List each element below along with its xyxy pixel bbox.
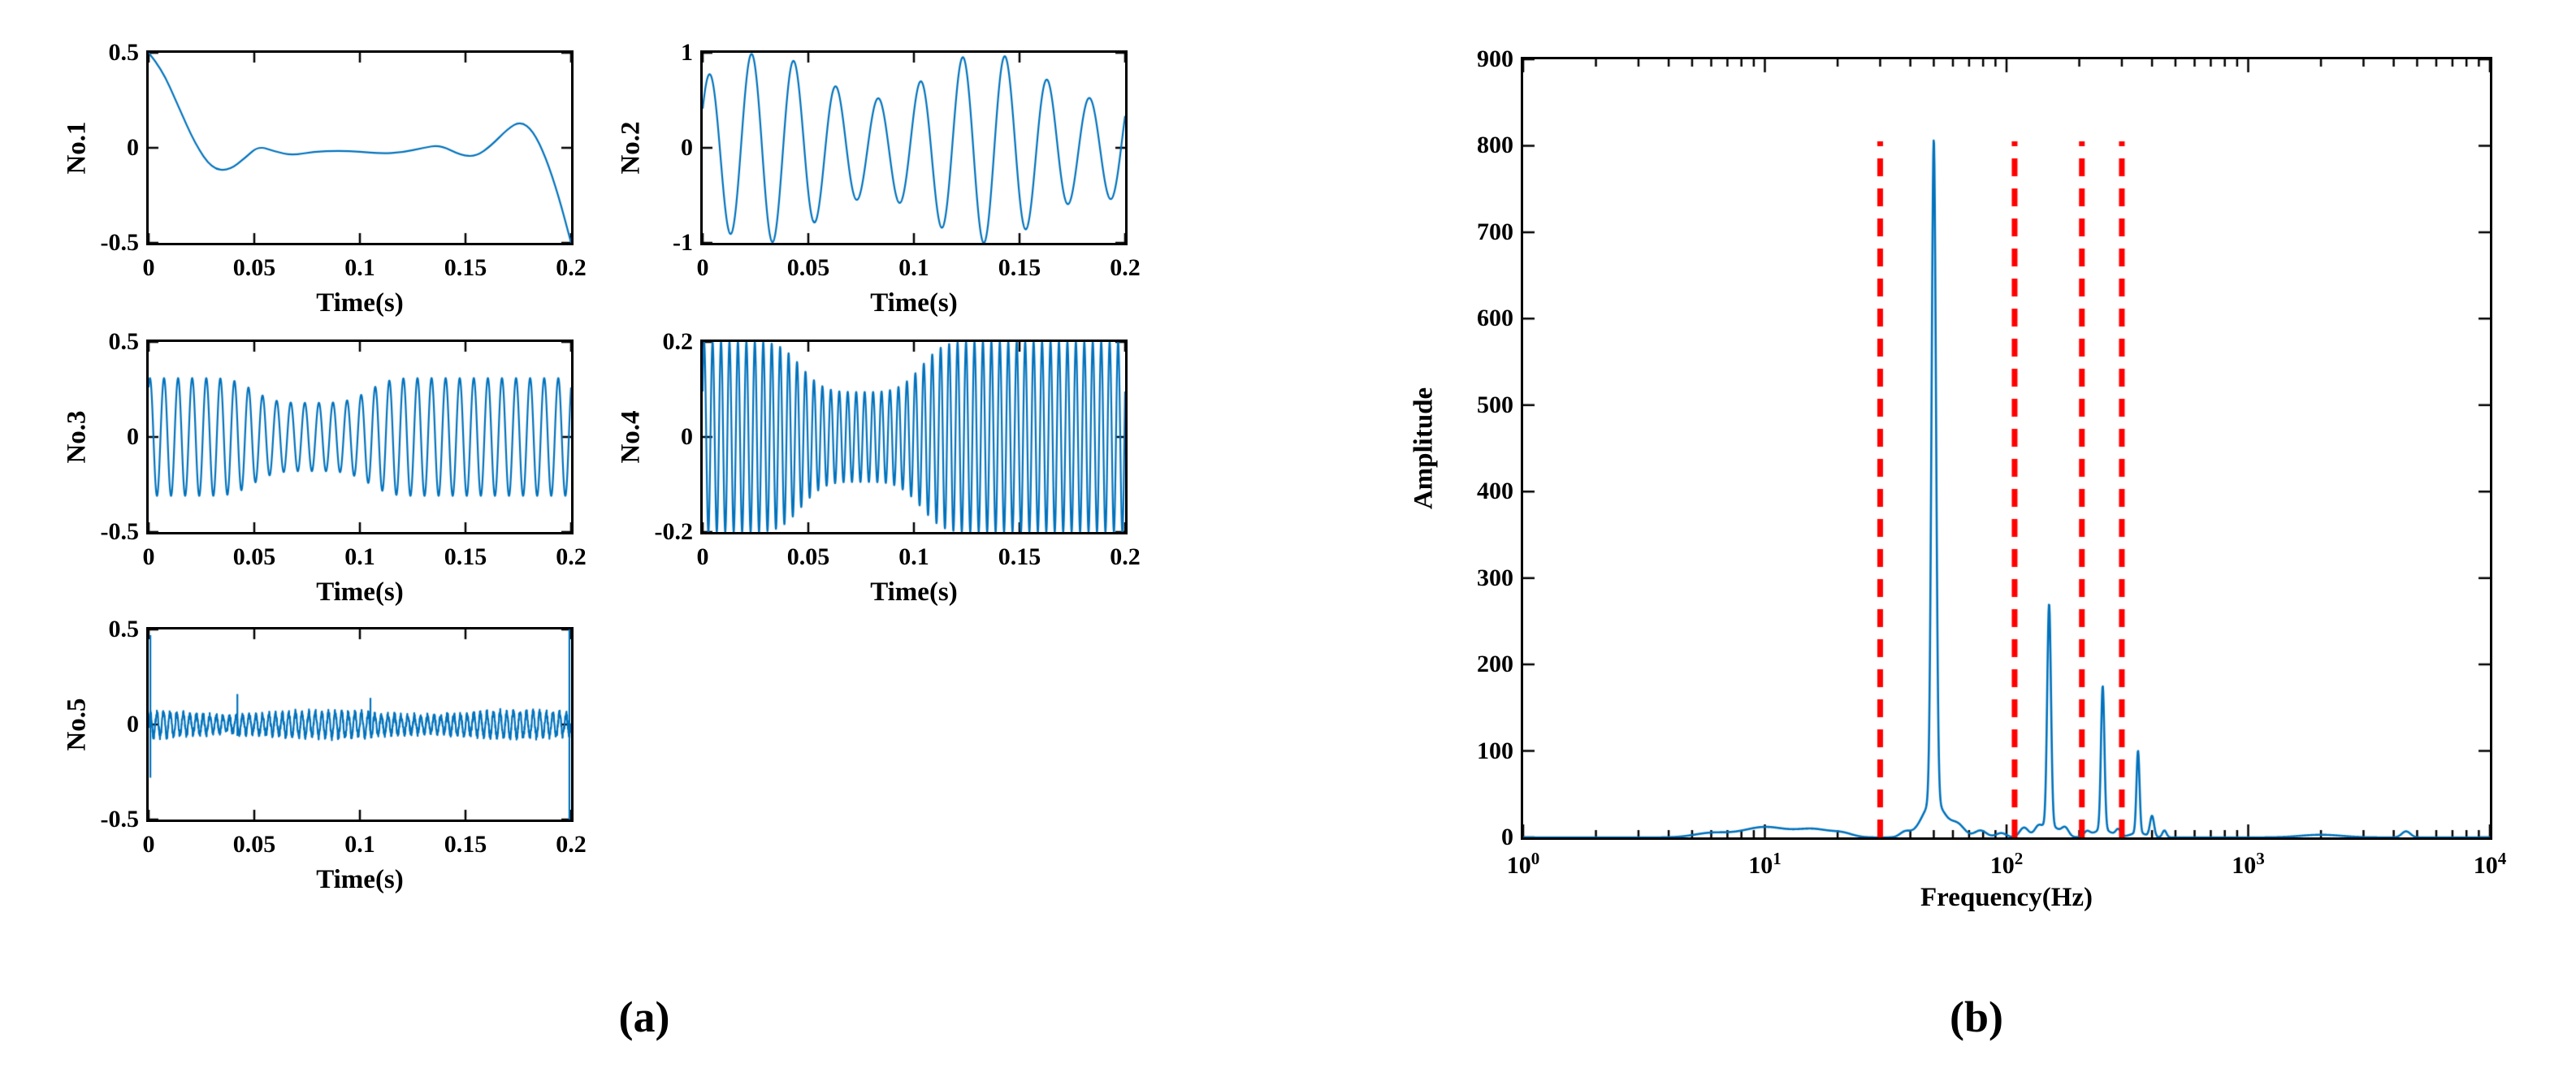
y-tick-label: -0.5 — [100, 806, 140, 833]
subplot-no1: No.1 0.5 0 -0.5 0 0.05 0.1 0.15 0.2 Time… — [63, 39, 587, 318]
y-tick-label: -1 — [673, 229, 693, 256]
x-tick-label: 0 — [142, 831, 155, 858]
x-tick-label: 0.1 — [344, 254, 375, 281]
no3-ylabel: No.3 — [62, 410, 92, 464]
no3-waveform-canvas — [149, 342, 571, 532]
no2-xlabel: Time(s) — [870, 288, 958, 318]
y-tick-label: 800 — [1477, 132, 1513, 159]
x-tick-label: 0.2 — [556, 543, 587, 570]
y-tick-label: 0 — [1501, 824, 1513, 850]
x-tick-label: 0.05 — [786, 254, 830, 281]
panel-a-label: (a) — [618, 993, 670, 1041]
y-tick-label: 0.5 — [108, 39, 140, 66]
x-tick-label: 0.05 — [232, 254, 276, 281]
x-tick-label: 0.2 — [1110, 543, 1141, 570]
y-tick-label: 400 — [1477, 478, 1513, 505]
spectrum-canvas — [1523, 59, 2490, 837]
y-tick-label: 1 — [681, 39, 693, 66]
y-tick-label: 0.5 — [108, 616, 140, 642]
no4-ylabel: No.4 — [616, 410, 646, 464]
x-tick-label: 0.15 — [444, 543, 487, 570]
y-tick-label: 0 — [681, 423, 693, 450]
x-tick-label: 0.1 — [344, 543, 375, 570]
y-tick-label: 100 — [1477, 737, 1513, 764]
y-tick-label: 0 — [127, 423, 139, 450]
x-tick-label: 0.15 — [444, 831, 487, 858]
y-tick-label: 0.2 — [662, 328, 694, 355]
x-tick-label: 0.2 — [556, 831, 587, 858]
y-tick-label: 0.5 — [108, 328, 140, 355]
x-tick-label: 101 — [1748, 849, 1782, 879]
no4-waveform-canvas — [703, 342, 1125, 532]
no1-xlabel: Time(s) — [316, 288, 404, 318]
x-tick-label: 0.05 — [786, 543, 830, 570]
y-tick-label: 200 — [1477, 651, 1513, 678]
x-tick-label: 0 — [696, 254, 709, 281]
y-tick-label: 700 — [1477, 218, 1513, 245]
y-tick-label: 300 — [1477, 564, 1513, 591]
subplot-spectrum: Amplitude 900 800 700 600 500 400 300 20… — [1409, 45, 2507, 912]
y-tick-label: 500 — [1477, 391, 1513, 418]
y-tick-label: 0 — [681, 134, 693, 161]
x-tick-label: 103 — [2232, 849, 2265, 879]
x-tick-label: 0.2 — [1110, 254, 1141, 281]
no5-ylabel: No.5 — [62, 698, 92, 751]
x-tick-label: 0.15 — [444, 254, 487, 281]
spectrum-ylabel: Amplitude — [1409, 387, 1439, 510]
no4-xlabel: Time(s) — [870, 577, 958, 607]
x-tick-label: 0.15 — [998, 254, 1041, 281]
no1-ylabel: No.1 — [62, 121, 92, 175]
no1-waveform-canvas — [149, 53, 571, 243]
y-tick-label: 900 — [1477, 45, 1513, 72]
x-tick-label: 0.05 — [232, 543, 276, 570]
x-tick-label: 0.15 — [998, 543, 1041, 570]
no3-xlabel: Time(s) — [316, 577, 404, 607]
subplot-no3: No.3 0.5 0 -0.5 0 0.05 0.1 0.15 0.2 Time… — [63, 328, 587, 607]
x-tick-label: 0.1 — [344, 831, 375, 858]
x-tick-label: 0 — [142, 254, 155, 281]
subplot-no5: No.5 0.5 0 -0.5 0 0.05 0.1 0.15 0.2 Time… — [63, 616, 587, 894]
no2-ylabel: No.2 — [616, 121, 646, 175]
y-tick-label: 600 — [1477, 305, 1513, 332]
x-tick-label: 0.05 — [232, 831, 276, 858]
y-tick-label: -0.5 — [100, 229, 140, 256]
spectrum-xlabel: Frequency(Hz) — [1920, 883, 2093, 912]
subplot-no4: No.4 0.2 0 -0.2 0 0.05 0.1 0.15 0.2 Time… — [617, 328, 1141, 607]
no5-waveform-canvas — [149, 629, 571, 820]
x-tick-label: 0.1 — [898, 254, 929, 281]
y-tick-label: 0 — [127, 134, 139, 161]
subplot-no2: No.2 1 0 -1 0 0.05 0.1 0.15 0.2 Time(s) — [617, 39, 1141, 318]
x-tick-label: 102 — [1989, 849, 2024, 879]
y-tick-label: 0 — [127, 711, 139, 737]
no5-xlabel: Time(s) — [316, 865, 404, 894]
x-tick-label: 0 — [696, 543, 709, 570]
no2-waveform-canvas — [703, 53, 1125, 243]
panel-b-label: (b) — [1950, 993, 2003, 1041]
x-tick-label: 100 — [1506, 849, 1540, 879]
y-tick-label: -0.5 — [100, 518, 140, 545]
x-tick-label: 0.2 — [556, 254, 587, 281]
x-tick-label: 0.1 — [898, 543, 929, 570]
x-tick-label: 104 — [2473, 849, 2507, 879]
y-tick-label: -0.2 — [654, 518, 694, 545]
x-tick-label: 0 — [142, 543, 155, 570]
